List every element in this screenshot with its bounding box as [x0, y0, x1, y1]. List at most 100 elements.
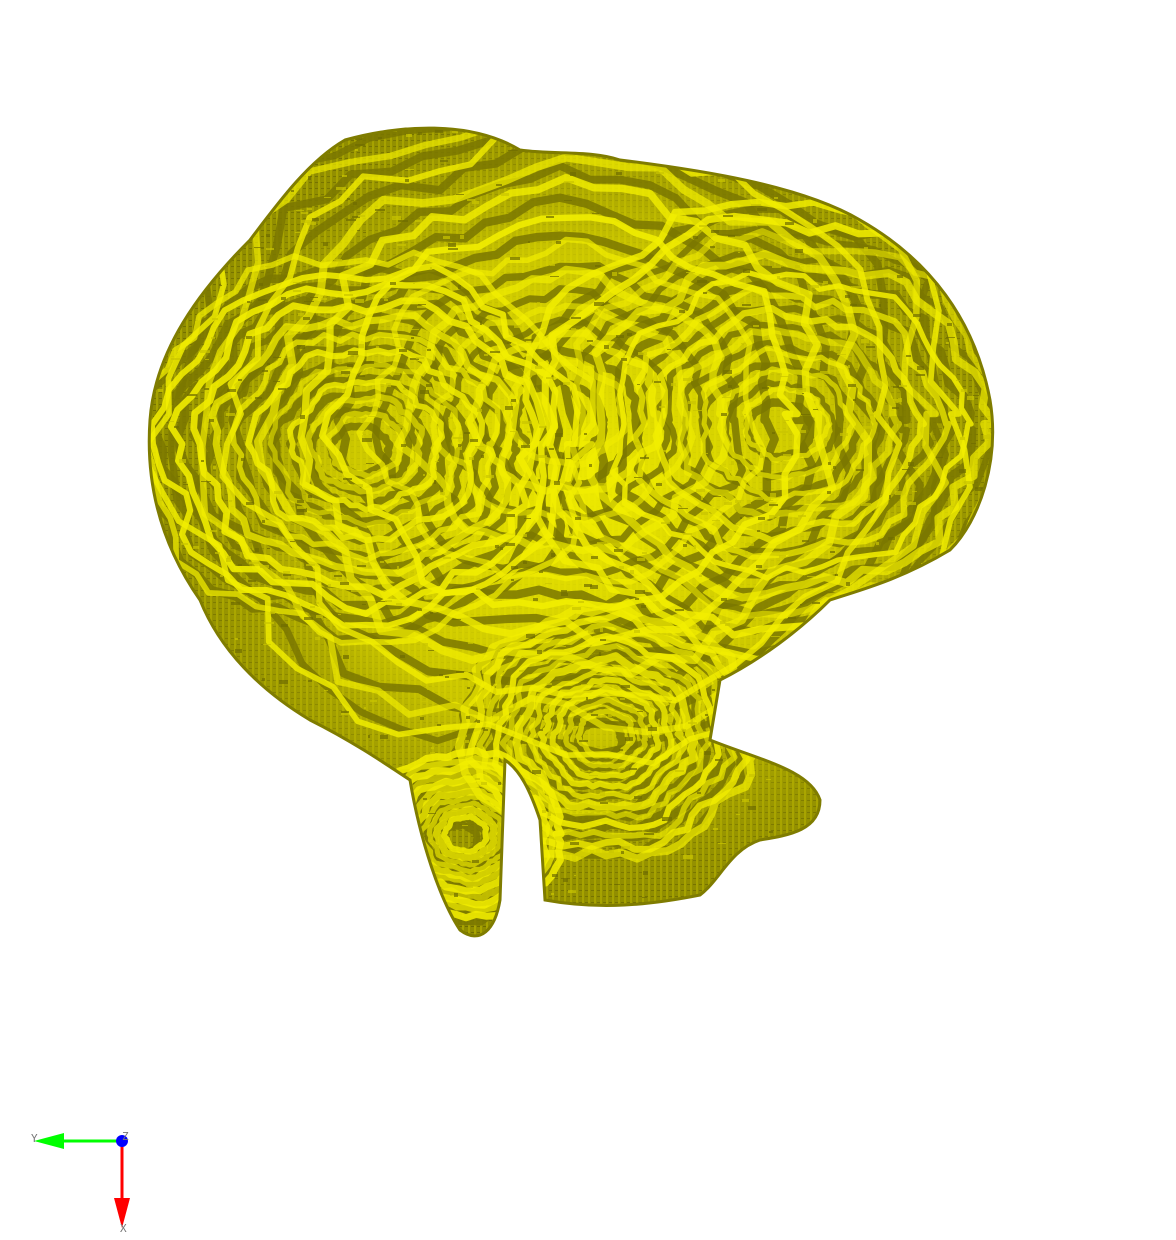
voxel-speckle — [709, 924, 711, 926]
voxel-speckle — [381, 859, 387, 861]
voxel-speckle — [893, 892, 895, 896]
voxel-speckle — [455, 853, 462, 854]
voxel-speckle — [569, 534, 573, 536]
voxel-speckle — [321, 467, 330, 469]
voxel-speckle — [378, 137, 382, 139]
voxel-speckle — [384, 790, 392, 792]
voxel-speckle — [566, 458, 571, 459]
voxel-speckle — [911, 691, 913, 694]
voxel-speckle — [888, 848, 893, 849]
voxel-speckle — [673, 327, 677, 329]
voxel-speckle — [718, 179, 725, 182]
voxel-speckle — [297, 155, 304, 158]
voxel-speckle — [418, 304, 426, 305]
voxel-speckle — [629, 768, 637, 770]
voxel-speckle — [505, 406, 513, 410]
voxel-speckle — [352, 216, 360, 218]
gyrus-contour — [538, 676, 675, 791]
voxel-speckle — [201, 460, 204, 462]
voxel-speckle — [814, 862, 820, 864]
voxel-speckle — [713, 828, 718, 830]
voxel-speckle — [757, 530, 760, 532]
voxel-speckle — [158, 241, 166, 243]
voxel-speckle — [344, 294, 353, 296]
voxel-speckle — [228, 194, 234, 196]
voxel-speckle — [822, 618, 825, 619]
voxel-speckle — [570, 842, 579, 845]
voxel-speckle — [591, 556, 598, 559]
voxel-speckle — [480, 321, 482, 325]
voxel-speckle — [171, 358, 180, 360]
voxel-speckle — [366, 804, 373, 807]
voxel-speckle — [465, 735, 467, 737]
voxel-speckle — [621, 846, 630, 849]
voxel-speckle — [821, 160, 829, 163]
voxel-speckle — [535, 366, 542, 369]
voxel-speckle — [222, 193, 229, 195]
voxel-speckle — [161, 808, 164, 810]
voxel-speckle — [757, 208, 767, 211]
voxel-speckle — [758, 517, 765, 520]
voxel-speckle — [772, 432, 775, 434]
voxel-speckle — [235, 812, 243, 816]
voxel-speckle — [417, 306, 425, 308]
voxel-speckle — [252, 793, 259, 795]
voxel-speckle — [833, 466, 836, 469]
voxel-speckle — [257, 178, 261, 179]
voxel-speckle — [466, 716, 470, 719]
voxel-speckle — [703, 292, 707, 294]
voxel-speckle — [683, 378, 693, 381]
voxel-speckle — [658, 912, 665, 913]
voxel-speckle — [297, 506, 306, 509]
voxel-speckle — [644, 833, 654, 835]
orientation-axes-widget: Y Z X — [31, 1130, 130, 1235]
voxel-speckle — [370, 700, 377, 702]
voxel-speckle — [154, 342, 161, 344]
voxel-speckle — [234, 675, 241, 679]
voxel-speckle — [621, 851, 624, 854]
voxel-speckle — [489, 712, 496, 715]
voxel-speckle — [807, 576, 816, 577]
voxel-speckle — [180, 757, 188, 760]
voxel-speckle — [514, 325, 520, 328]
voxel-speckle — [802, 393, 804, 394]
voxel-speckle — [266, 234, 270, 237]
voxel-speckle — [581, 349, 583, 352]
voxel-speckle — [343, 655, 349, 659]
voxel-speckle — [823, 752, 826, 756]
voxel-speckle — [500, 547, 503, 550]
voxel-speckle — [259, 283, 263, 286]
voxel-speckle — [601, 931, 608, 935]
voxel-speckle — [717, 712, 726, 714]
voxel-speckle — [686, 272, 695, 273]
voxel-speckle — [364, 707, 366, 709]
voxel-speckle — [233, 707, 242, 709]
voxel-speckle — [845, 295, 850, 298]
voxel-speckle — [780, 526, 786, 528]
voxel-speckle — [527, 431, 531, 433]
voxel-speckle — [154, 179, 160, 181]
gyrus-contour — [562, 697, 649, 770]
voxel-speckle — [986, 176, 993, 180]
voxel-speckle — [194, 844, 202, 847]
voxel-speckle — [908, 128, 916, 131]
voxel-speckle — [145, 123, 151, 127]
voxel-speckle — [265, 266, 271, 267]
voxel-speckle — [698, 908, 705, 910]
voxel-speckle — [353, 202, 357, 205]
gyrus-contour — [245, 347, 486, 544]
voxel-speckle — [971, 443, 976, 444]
voxel-speckle — [543, 130, 549, 133]
voxel-speckle — [671, 383, 676, 386]
voxel-speckle — [296, 210, 304, 211]
voxel-speckle — [297, 345, 305, 349]
voxel-speckle — [921, 908, 923, 909]
voxel-speckle — [193, 546, 199, 549]
voxel-speckle — [975, 487, 985, 491]
voxel-speckle — [515, 122, 523, 126]
voxel-speckle — [581, 856, 584, 858]
voxel-speckle — [324, 870, 326, 873]
voxel-speckle — [828, 462, 831, 465]
